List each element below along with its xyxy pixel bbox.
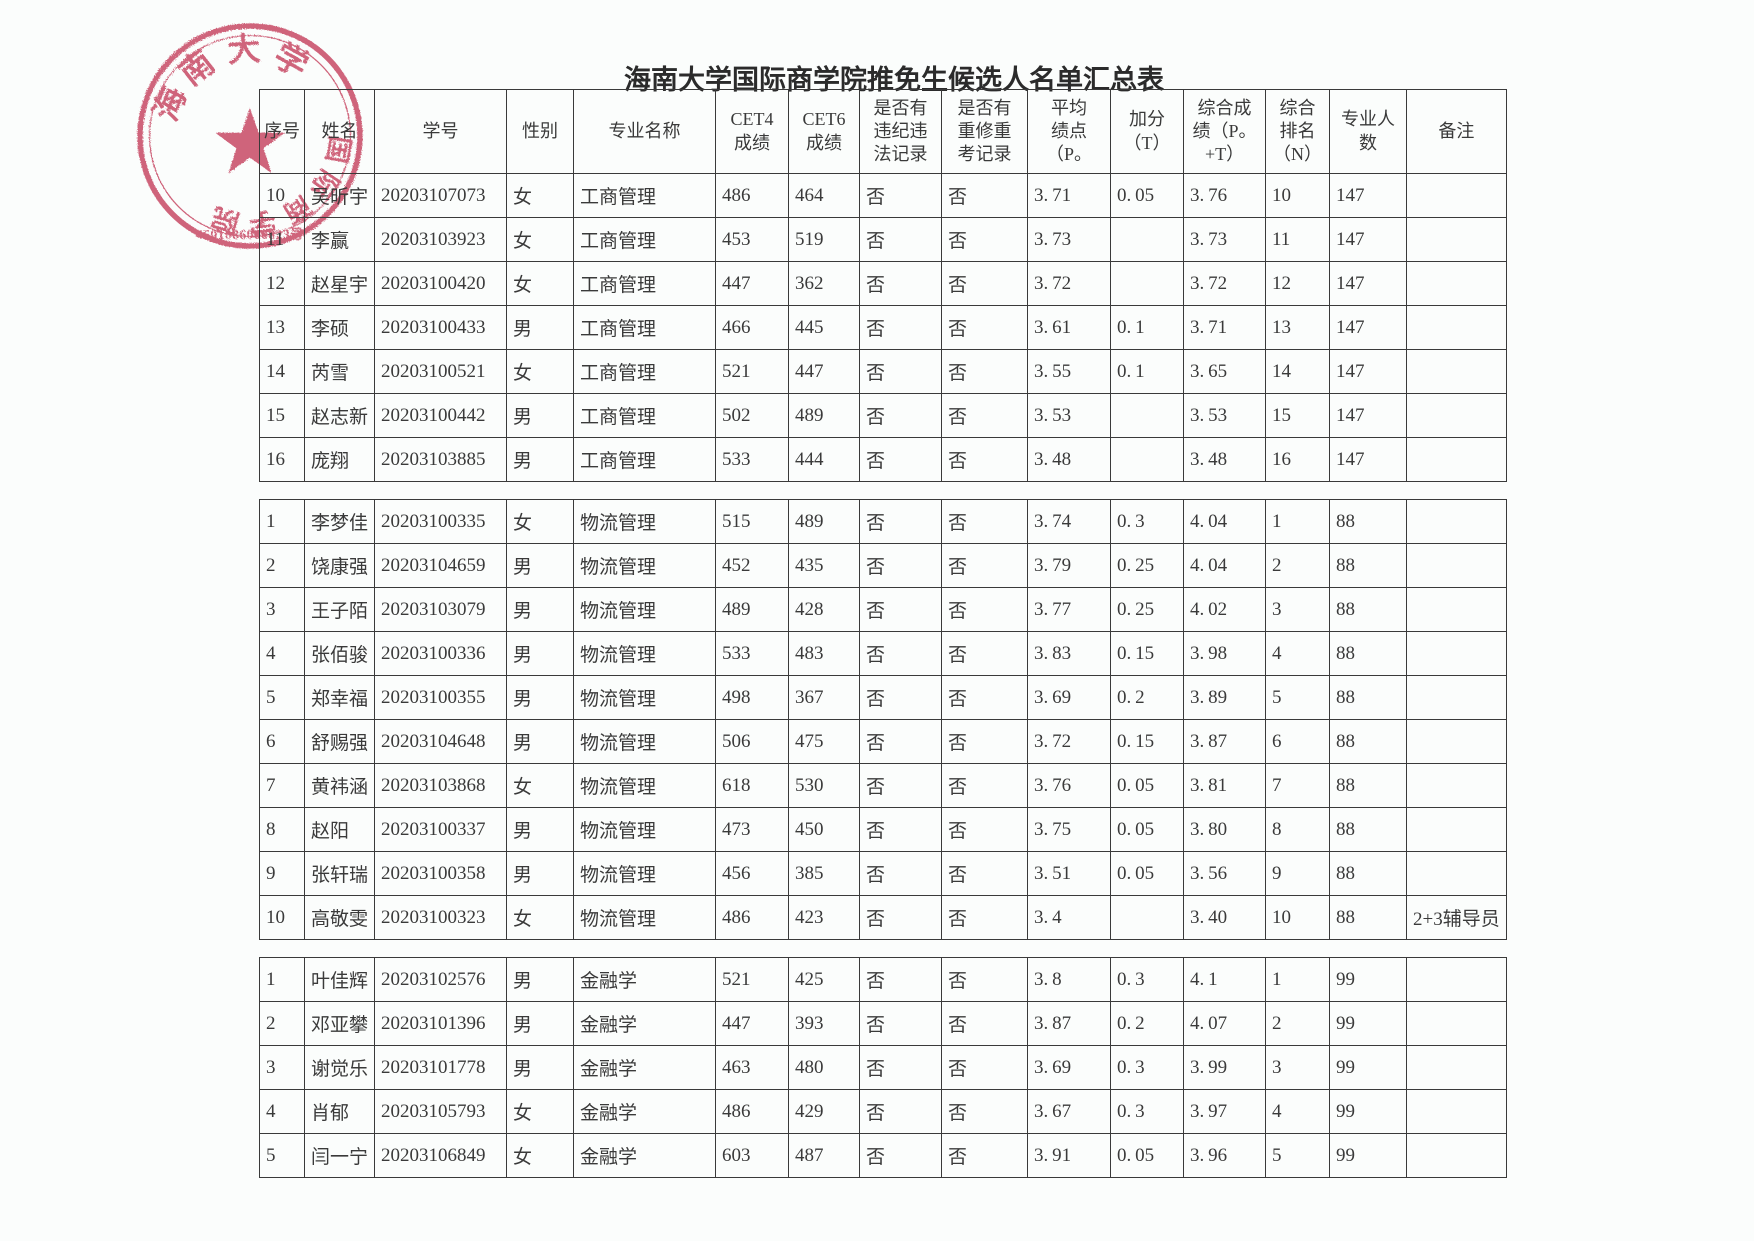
svg-text:海: 海 [147, 82, 194, 126]
svg-text:学: 学 [267, 36, 314, 85]
svg-text:南: 南 [173, 44, 222, 93]
svg-text:院: 院 [208, 202, 242, 239]
svg-text:大: 大 [226, 31, 262, 70]
